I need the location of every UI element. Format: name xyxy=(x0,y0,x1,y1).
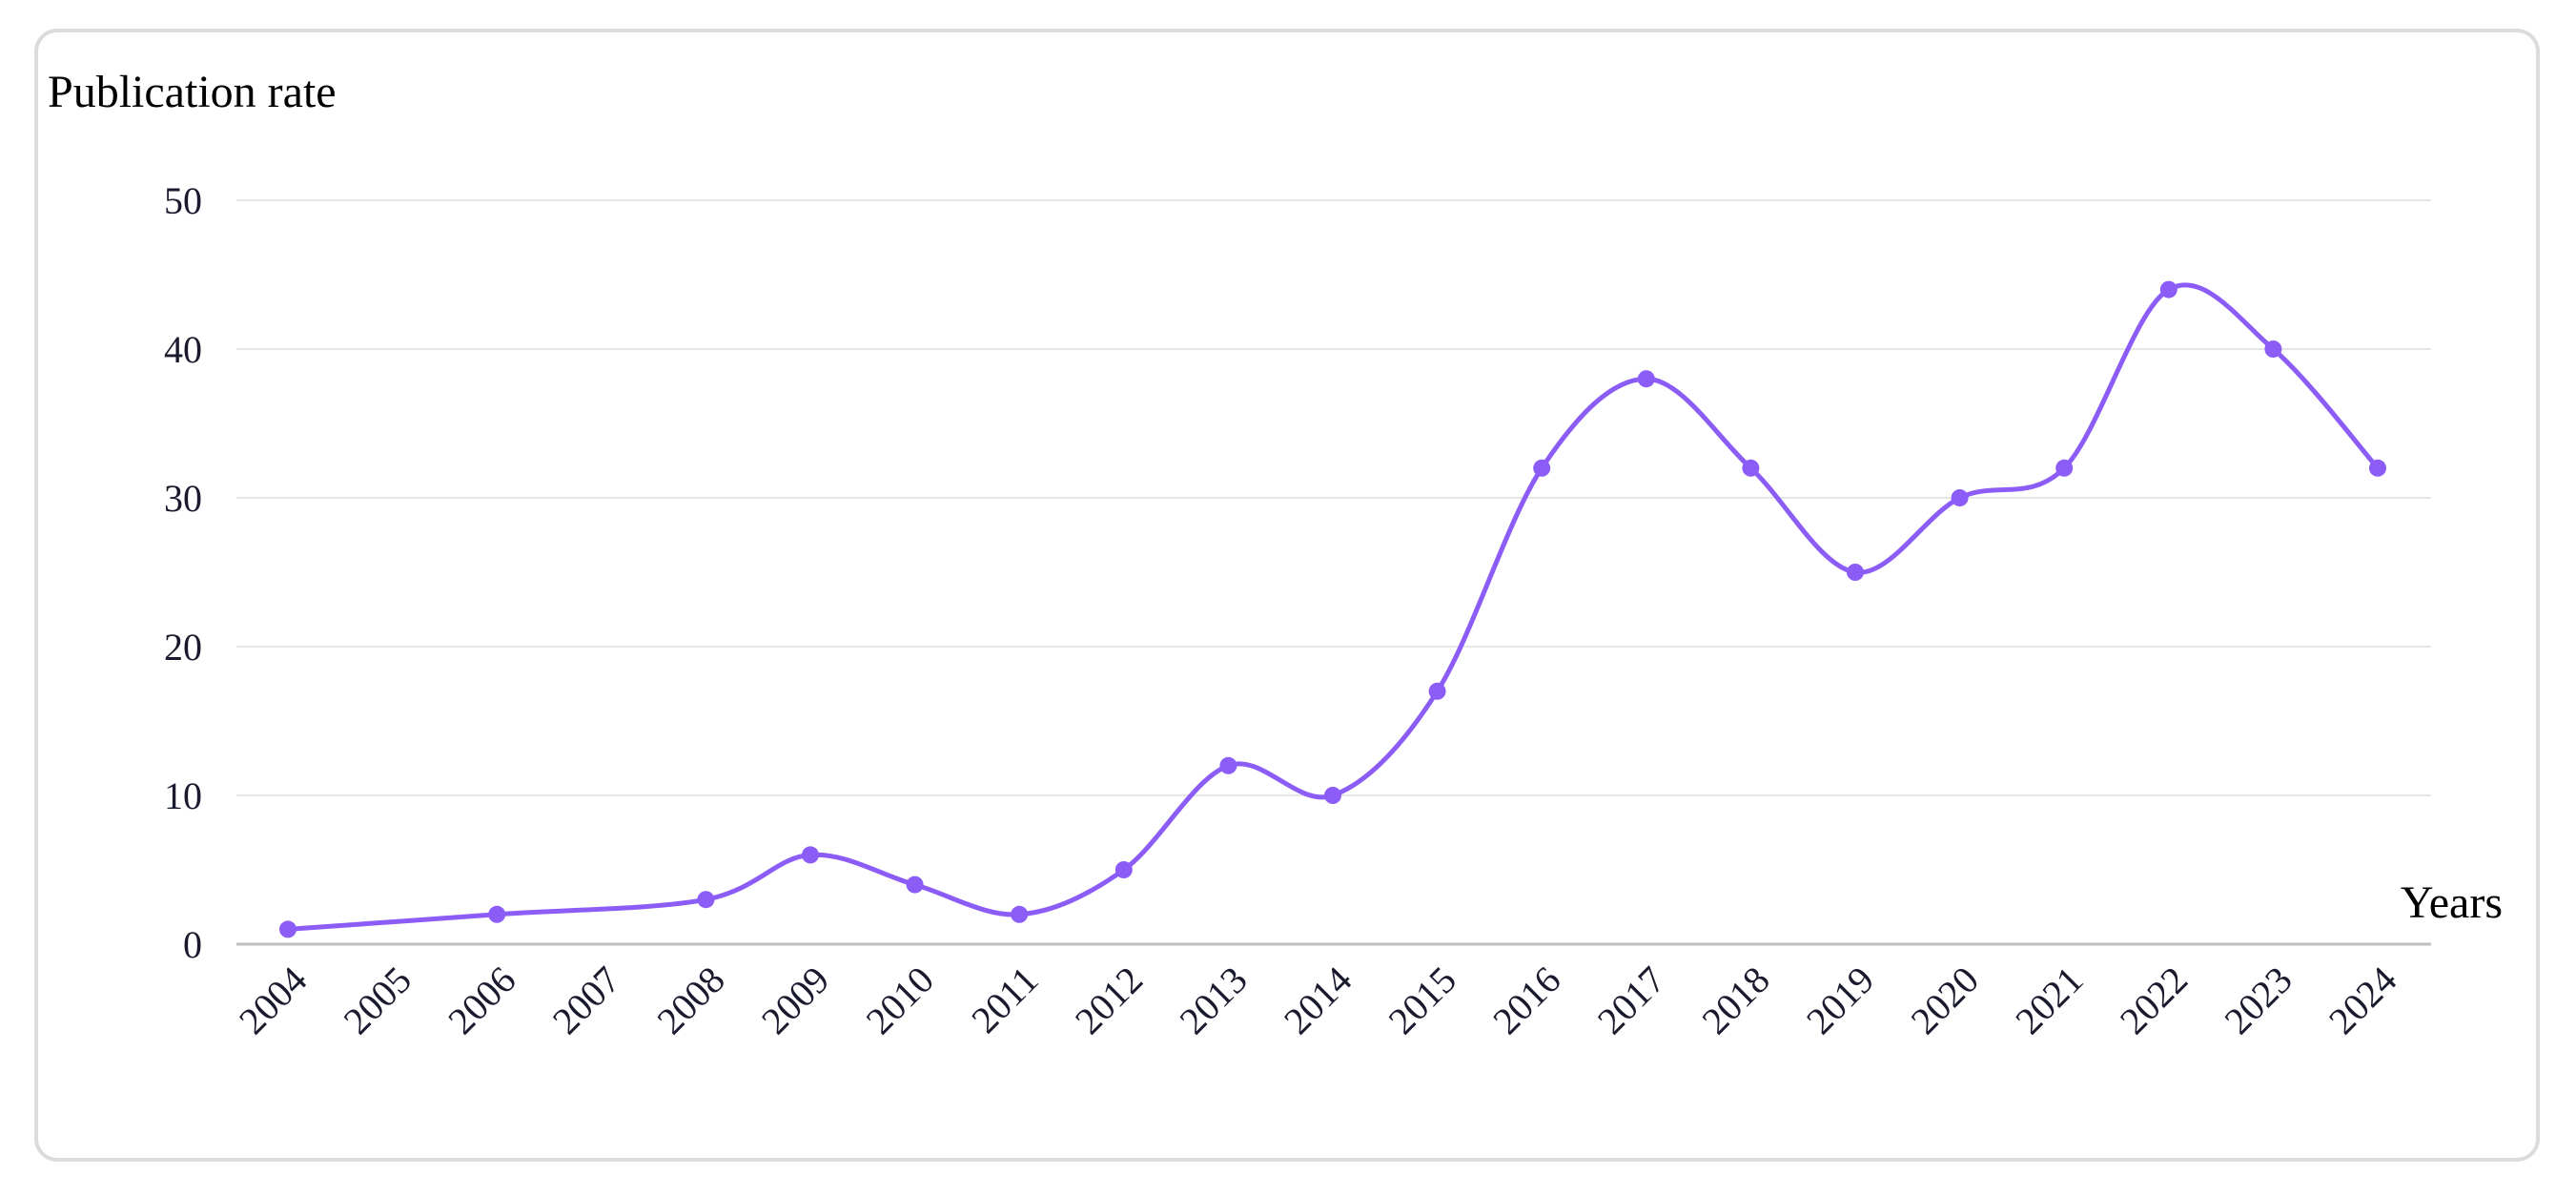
data-points xyxy=(279,280,2386,938)
x-tick-label: 2023 xyxy=(2216,958,2300,1042)
x-tick-label: 2004 xyxy=(231,958,315,1042)
x-tick-label: 2017 xyxy=(1589,958,1673,1042)
data-point xyxy=(2264,340,2282,358)
y-tick-label: 20 xyxy=(164,626,202,669)
x-tick-label: 2018 xyxy=(1693,958,1777,1042)
y-tick-label: 40 xyxy=(164,328,202,371)
y-tick-labels: 0 10 20 30 40 50 xyxy=(164,179,202,966)
y-tick-label: 0 xyxy=(183,923,202,966)
x-tick-label: 2005 xyxy=(336,958,419,1042)
x-axis-title: Years xyxy=(2401,877,2503,928)
data-point xyxy=(1951,489,1969,506)
x-tick-label: 2007 xyxy=(544,958,628,1042)
y-axis-title: Publication rate xyxy=(48,67,337,117)
data-point xyxy=(1011,905,1029,923)
x-tick-label: 2019 xyxy=(1798,958,1882,1042)
data-point xyxy=(906,876,924,894)
x-tick-label: 2016 xyxy=(1484,958,1568,1042)
data-point xyxy=(1533,459,1551,477)
data-point xyxy=(1637,370,1655,388)
data-point xyxy=(802,846,819,864)
x-tick-label: 2008 xyxy=(648,958,732,1042)
data-point xyxy=(279,920,296,938)
data-point xyxy=(1219,756,1237,774)
series-line xyxy=(285,282,2381,932)
x-tick-label: 2022 xyxy=(2112,958,2196,1042)
y-tick-label: 10 xyxy=(164,774,202,817)
data-point xyxy=(1324,787,1341,804)
x-tick-label: 2014 xyxy=(1276,958,1360,1042)
data-point xyxy=(1114,861,1133,878)
y-tick-label: 30 xyxy=(164,477,202,520)
data-point xyxy=(2159,280,2177,299)
x-tick-label: 2012 xyxy=(1067,958,1151,1042)
x-tick-label: 2020 xyxy=(1903,958,1987,1042)
x-tick-label: 2024 xyxy=(2320,958,2404,1042)
x-tick-label: 2010 xyxy=(858,958,942,1042)
data-point xyxy=(697,891,715,909)
data-point xyxy=(488,905,506,923)
x-tick-label: 2011 xyxy=(963,958,1046,1041)
x-tick-label: 2015 xyxy=(1380,958,1464,1042)
x-tick-labels: 2004 2005 2006 2007 2008 2009 2010 2011 2012 2013… xyxy=(231,958,2404,1042)
x-tick-label: 2006 xyxy=(440,958,523,1042)
data-point xyxy=(2055,459,2074,477)
x-tick-label: 2009 xyxy=(753,958,837,1042)
data-point xyxy=(2369,459,2386,477)
x-tick-label: 2013 xyxy=(1171,958,1255,1042)
data-point xyxy=(1742,459,1760,477)
data-point xyxy=(1847,564,1864,581)
y-tick-label: 50 xyxy=(164,179,202,222)
data-point xyxy=(1428,682,1446,700)
x-tick-label: 2021 xyxy=(2007,958,2091,1042)
grid-lines xyxy=(236,199,2431,946)
chart-frame xyxy=(34,29,2540,1162)
